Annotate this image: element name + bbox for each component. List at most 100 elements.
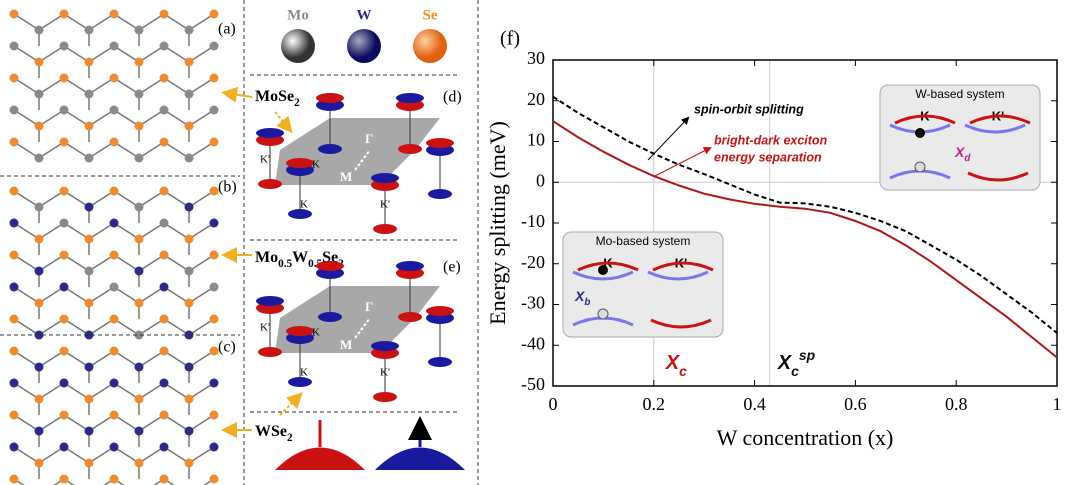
atom	[85, 90, 94, 99]
atom	[60, 251, 69, 260]
x-tick-label: 0.4	[743, 394, 766, 414]
atom	[10, 475, 19, 484]
y-tick-label: -30	[521, 293, 545, 313]
atom	[135, 459, 144, 468]
text-part: d	[964, 153, 971, 164]
atom	[85, 203, 94, 212]
marker-label: Xcsp	[777, 347, 816, 379]
atom	[185, 122, 194, 131]
page: (a) (b) (c) (d) (e) MoWSe MoSe2Mo0.5W0.5…	[0, 0, 1067, 485]
atom	[85, 363, 94, 372]
brillouin-zones: KK'K'KΓMKK'K'KΓM	[256, 93, 454, 402]
valley	[396, 93, 424, 103]
atom-label: W	[357, 7, 372, 23]
chart: (f)XcXcsp-50-40-30-20-10010203000.20.40.…	[485, 28, 1061, 450]
text-part: c	[679, 363, 687, 379]
bz-label: K'	[380, 367, 390, 379]
atom	[85, 395, 94, 404]
atom	[60, 138, 69, 147]
lattice-panels	[10, 10, 219, 485]
atom	[135, 363, 144, 372]
atom	[60, 283, 69, 292]
atom	[35, 235, 44, 244]
atom	[135, 122, 144, 131]
atom	[160, 74, 169, 83]
atom	[185, 235, 194, 244]
atom-sphere	[413, 29, 447, 63]
atom-sphere	[347, 29, 381, 63]
atom	[10, 138, 19, 147]
hole	[598, 309, 608, 319]
valley	[258, 179, 282, 189]
atom	[10, 379, 19, 388]
atom	[210, 10, 219, 19]
y-tick-label: -50	[521, 374, 545, 394]
atom	[210, 251, 219, 260]
atom	[160, 443, 169, 452]
atom	[60, 379, 69, 388]
valley	[371, 341, 399, 351]
atom	[10, 251, 19, 260]
text-part: MoSe	[255, 88, 294, 105]
atom	[10, 283, 19, 292]
atom	[160, 251, 169, 260]
atom	[35, 203, 44, 212]
atom	[135, 395, 144, 404]
atom	[160, 10, 169, 19]
x-tick-label: 0.2	[643, 394, 666, 414]
bz-label: K'	[260, 322, 270, 334]
atom	[210, 315, 219, 324]
atom	[110, 411, 119, 420]
atom-sphere	[281, 29, 315, 63]
atom	[135, 235, 144, 244]
valley	[428, 189, 452, 199]
atom	[185, 299, 194, 308]
material-label: WSe2	[255, 423, 293, 444]
atom	[185, 267, 194, 276]
atom	[110, 10, 119, 19]
text-part: WSe	[255, 423, 287, 440]
valley	[316, 93, 344, 103]
atom	[10, 106, 19, 115]
valley	[373, 392, 397, 402]
atom	[110, 347, 119, 356]
atom	[185, 154, 194, 163]
bz-label: M	[340, 337, 352, 352]
bz-label: K	[312, 159, 320, 171]
atom	[110, 106, 119, 115]
valley	[396, 261, 424, 271]
atom	[135, 58, 144, 67]
atom	[210, 138, 219, 147]
valley	[426, 306, 454, 316]
annotation-arrow	[655, 148, 710, 176]
atom	[85, 459, 94, 468]
electron	[915, 128, 925, 138]
atom	[60, 411, 69, 420]
atom	[135, 427, 144, 436]
atom	[35, 122, 44, 131]
atom	[210, 411, 219, 420]
atom-legend: MoWSe	[287, 7, 438, 23]
atom	[10, 347, 19, 356]
atom	[35, 427, 44, 436]
atom	[210, 283, 219, 292]
atom	[35, 363, 44, 372]
annotation: spin-orbit splitting	[694, 102, 804, 116]
atom	[60, 315, 69, 324]
atom	[85, 267, 94, 276]
x-tick-label: 0	[549, 394, 558, 414]
text-part: sp	[799, 347, 816, 363]
valley	[316, 261, 344, 271]
bz-label: K	[300, 367, 308, 379]
material-label: MoSe2	[255, 88, 300, 109]
atom	[185, 427, 194, 436]
valley	[371, 173, 399, 183]
atom	[10, 187, 19, 196]
atom	[10, 219, 19, 228]
valley	[398, 144, 422, 154]
bz-label: Γ	[365, 299, 373, 314]
valley	[286, 158, 314, 168]
atom	[60, 106, 69, 115]
annotation: energy separation	[714, 150, 822, 164]
atom	[185, 90, 194, 99]
